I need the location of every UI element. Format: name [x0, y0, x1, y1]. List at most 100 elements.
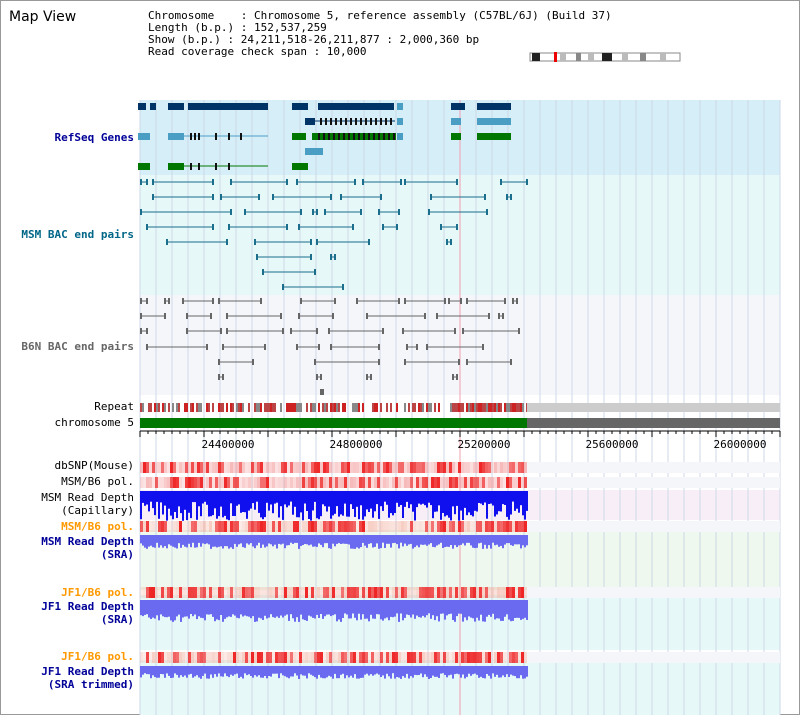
read-depth-bar	[174, 600, 176, 621]
read-depth-bar	[368, 666, 370, 676]
read-depth-bar	[264, 600, 266, 616]
read-depth-bar	[472, 600, 474, 619]
read-depth-bar	[464, 535, 466, 546]
msm-bac-end	[310, 254, 312, 260]
variant-density-cell	[473, 587, 476, 598]
variant-density-cell	[296, 652, 299, 663]
variant-density-cell	[482, 477, 485, 488]
read-depth-bar	[346, 491, 348, 517]
variant-density-cell	[344, 462, 347, 473]
variant-density-cell	[482, 587, 485, 598]
variant-density-cell	[341, 477, 344, 488]
variant-density-cell	[269, 587, 272, 598]
chromosome-ideogram[interactable]	[529, 52, 681, 62]
b6n-bac-end	[406, 344, 408, 350]
variant-density-cell	[461, 477, 464, 488]
variant-density-cell	[230, 587, 233, 598]
read-depth-bar	[168, 535, 170, 545]
refseq-genes-track[interactable]	[138, 103, 511, 170]
variant-density-cell	[320, 652, 323, 663]
variant-density-cell	[494, 521, 497, 532]
read-depth-bar	[518, 600, 520, 618]
read-depth-bar	[494, 666, 496, 677]
variant-density-cell	[488, 652, 491, 663]
msm-b6-pol-label-2: MSM/B6 pol.	[61, 520, 134, 533]
read-depth-bar	[480, 491, 482, 504]
read-depth-bar	[314, 535, 316, 547]
variant-density-cell	[218, 462, 221, 473]
read-depth-bar	[314, 666, 316, 678]
variation-tracks[interactable]	[140, 462, 780, 663]
read-depth-bar	[258, 666, 260, 676]
read-depth-bar	[404, 666, 406, 678]
read-depth-bar	[224, 491, 226, 516]
read-depth-bar	[290, 666, 292, 677]
b6n-bac-end	[330, 344, 332, 350]
read-depth-bar	[324, 600, 326, 617]
read-depth-bar	[400, 535, 402, 543]
variant-density-cell	[194, 521, 197, 532]
b6n-bac-track[interactable]	[140, 298, 520, 395]
variant-density-cell	[347, 652, 350, 663]
read-depth-bar	[336, 666, 338, 679]
read-depth-bar	[256, 600, 258, 622]
variant-density-cell	[173, 521, 176, 532]
read-depth-bar	[272, 600, 274, 618]
read-depth-bar	[396, 491, 398, 503]
b6n-bac-end	[146, 328, 148, 334]
read-depth-bar	[152, 666, 154, 676]
repeat-element	[238, 403, 240, 412]
variant-density-cell	[146, 521, 149, 532]
variant-density-cell	[437, 477, 440, 488]
read-depth-bar	[352, 600, 354, 614]
repeat-element	[230, 403, 232, 412]
variant-density-cell	[506, 462, 509, 473]
variant-density-cell	[428, 587, 431, 598]
variant-density-cell	[188, 587, 191, 598]
read-depth-bar	[488, 491, 490, 504]
read-depth-bar	[452, 535, 454, 549]
variant-density-cell	[173, 462, 176, 473]
b6n-bac-end	[314, 359, 316, 365]
repeat-element	[310, 403, 312, 412]
read-depth-bar	[198, 491, 200, 507]
variant-density-cell	[167, 652, 170, 663]
read-depth-bar	[172, 666, 174, 678]
gene-exon	[355, 118, 357, 125]
read-depth-bar	[164, 666, 166, 678]
b6n-bac-end	[280, 313, 282, 319]
read-depth-bar	[186, 666, 188, 678]
variant-density-cell	[467, 587, 470, 598]
msm-bac-end	[212, 179, 214, 185]
repeat-element	[226, 403, 228, 412]
read-depth-bar	[164, 491, 166, 506]
read-depth-bar	[366, 600, 368, 619]
read-depth-tracks[interactable]	[140, 491, 528, 679]
variant-density-cell	[476, 477, 479, 488]
variant-density-cell	[152, 521, 155, 532]
variant-density-cell	[296, 521, 299, 532]
variant-density-cell	[338, 462, 341, 473]
variant-density-cell	[431, 462, 434, 473]
variant-density-cell	[320, 587, 323, 598]
msm-bac-end	[312, 209, 314, 215]
read-depth-bar	[440, 491, 442, 520]
read-depth-bar	[210, 600, 212, 615]
variant-density-cell	[191, 477, 194, 488]
msm-bac-track[interactable]	[140, 179, 528, 290]
variant-density-cell	[215, 462, 218, 473]
variant-density-cell	[479, 652, 482, 663]
msm-read-depth-capillary-sub: (Capillary)	[61, 504, 134, 517]
variant-density-cell	[212, 652, 215, 663]
variant-density-cell	[209, 477, 212, 488]
gene-exon	[228, 163, 230, 170]
variant-density-cell	[365, 477, 368, 488]
variant-density-cell	[296, 462, 299, 473]
read-depth-bar	[318, 600, 320, 618]
variant-density-cell	[302, 587, 305, 598]
repeat-element	[298, 403, 300, 412]
repeat-track[interactable]	[140, 403, 780, 412]
variant-density-cell	[386, 462, 389, 473]
gene-block	[477, 118, 511, 125]
